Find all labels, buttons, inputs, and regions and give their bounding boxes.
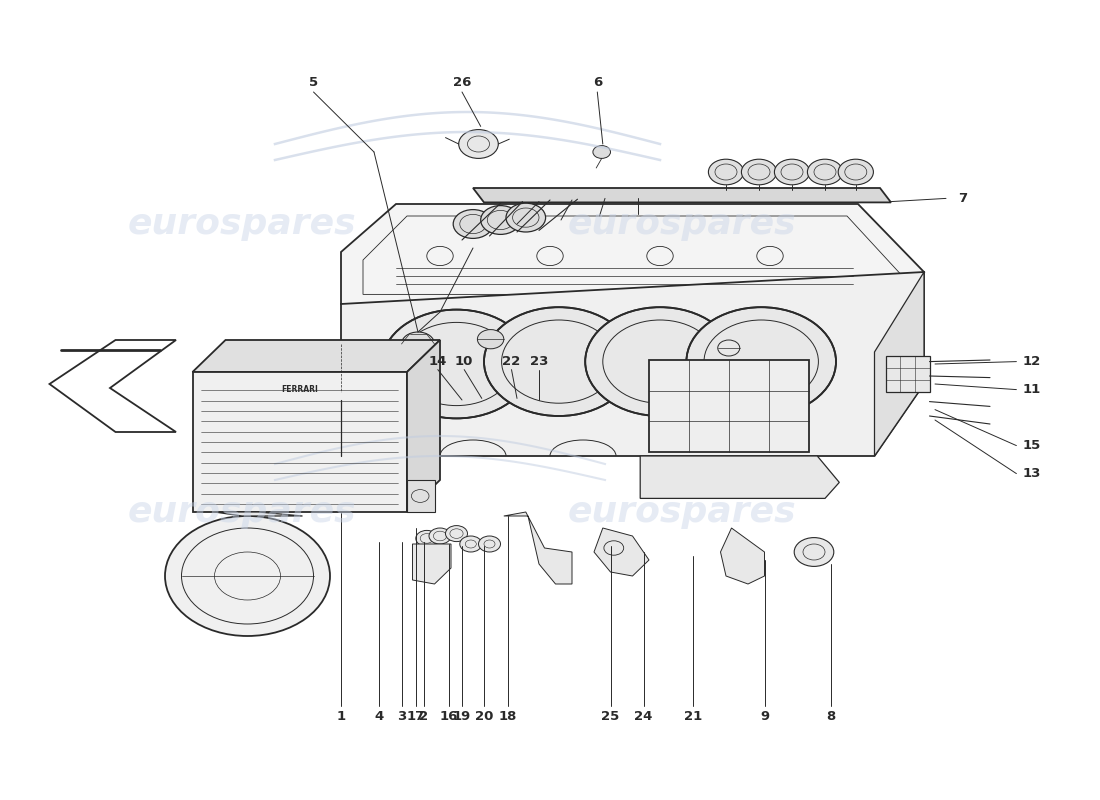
Circle shape xyxy=(481,206,520,234)
Text: 13: 13 xyxy=(1023,467,1041,480)
Text: 16: 16 xyxy=(440,710,458,722)
Circle shape xyxy=(429,528,451,544)
Text: 20: 20 xyxy=(475,710,493,722)
Polygon shape xyxy=(874,272,924,456)
Text: eurospares: eurospares xyxy=(568,207,796,241)
Circle shape xyxy=(460,536,482,552)
Circle shape xyxy=(807,159,843,185)
Text: 7: 7 xyxy=(958,192,967,205)
Circle shape xyxy=(459,130,498,158)
Polygon shape xyxy=(412,544,451,584)
Text: eurospares: eurospares xyxy=(568,495,796,529)
Circle shape xyxy=(382,310,531,418)
Polygon shape xyxy=(407,340,440,512)
Polygon shape xyxy=(473,188,891,202)
Bar xyxy=(192,372,407,512)
Text: FERRARI: FERRARI xyxy=(282,385,318,394)
Text: 1: 1 xyxy=(337,710,345,722)
Circle shape xyxy=(446,526,468,542)
Circle shape xyxy=(708,159,744,185)
Text: 15: 15 xyxy=(1023,439,1041,452)
Text: 23: 23 xyxy=(530,355,548,368)
Text: 10: 10 xyxy=(455,355,473,368)
Text: 19: 19 xyxy=(453,710,471,722)
Text: 9: 9 xyxy=(760,710,769,722)
Circle shape xyxy=(593,146,611,158)
Circle shape xyxy=(838,159,873,185)
Text: 4: 4 xyxy=(375,710,384,722)
Bar xyxy=(886,356,929,392)
Circle shape xyxy=(165,516,330,636)
Circle shape xyxy=(477,330,504,349)
Text: 12: 12 xyxy=(1023,355,1041,368)
Text: 22: 22 xyxy=(503,355,520,368)
Text: 24: 24 xyxy=(635,710,652,722)
Polygon shape xyxy=(341,204,924,304)
Polygon shape xyxy=(720,528,764,584)
Text: 2: 2 xyxy=(419,710,428,722)
Text: 8: 8 xyxy=(826,710,835,722)
Circle shape xyxy=(478,536,500,552)
Text: 26: 26 xyxy=(453,76,471,89)
Circle shape xyxy=(774,159,810,185)
Polygon shape xyxy=(214,512,302,516)
Circle shape xyxy=(506,203,546,232)
Bar xyxy=(407,480,434,512)
Text: eurospares: eurospares xyxy=(128,207,356,241)
Circle shape xyxy=(484,307,634,416)
Polygon shape xyxy=(50,340,176,432)
Polygon shape xyxy=(640,456,839,498)
Text: 17: 17 xyxy=(407,710,425,722)
Polygon shape xyxy=(341,272,924,456)
Circle shape xyxy=(416,530,438,546)
Text: 18: 18 xyxy=(499,710,517,722)
Text: 25: 25 xyxy=(602,710,619,722)
Text: eurospares: eurospares xyxy=(128,495,356,529)
Text: 14: 14 xyxy=(429,355,447,368)
Text: 11: 11 xyxy=(1023,383,1041,396)
Polygon shape xyxy=(594,528,649,576)
Text: 21: 21 xyxy=(684,710,702,722)
Circle shape xyxy=(585,307,735,416)
Polygon shape xyxy=(504,512,572,584)
Circle shape xyxy=(794,538,834,566)
Text: 6: 6 xyxy=(593,76,602,89)
Polygon shape xyxy=(192,340,440,372)
Circle shape xyxy=(453,210,493,238)
Text: 5: 5 xyxy=(309,76,318,89)
Circle shape xyxy=(741,159,777,185)
Circle shape xyxy=(402,332,434,356)
Bar xyxy=(649,360,808,452)
Text: 3: 3 xyxy=(397,710,406,722)
Circle shape xyxy=(686,307,836,416)
